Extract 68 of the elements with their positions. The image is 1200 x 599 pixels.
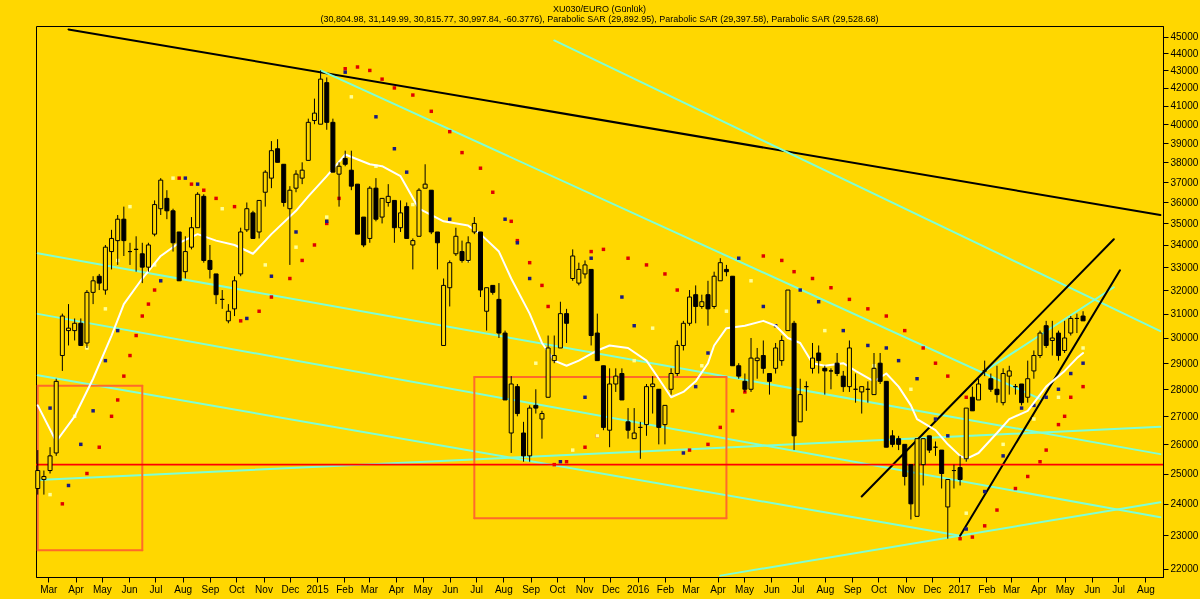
x-tick-label: Oct (871, 583, 887, 595)
x-tick-label: Jun (763, 583, 780, 595)
x-tick-label: Apr (388, 583, 406, 595)
x-tick-label: Jun (121, 583, 138, 595)
y-tick-label: 22000 (1170, 563, 1199, 575)
x-tick-label: Jul (470, 583, 483, 595)
y-tick-label: 38000 (1170, 156, 1199, 168)
x-tick-label: Aug (174, 583, 193, 595)
x-tick-label: Dec (923, 583, 942, 595)
x-tick-label: Feb (978, 583, 996, 595)
x-tick-label: Sep (843, 583, 862, 595)
x-tick-label: Jul (791, 583, 805, 595)
y-tick-label: 39000 (1170, 137, 1199, 149)
y-tick-label: 27000 (1170, 410, 1199, 422)
y-tick-label: 37000 (1170, 176, 1199, 188)
x-tick-label: Feb (336, 583, 354, 595)
y-tick-label: 24000 (1170, 498, 1199, 510)
x-tick-label: Jun (442, 583, 459, 595)
x-tick-label: Nov (897, 583, 916, 595)
x-tick-label: Jun (1084, 583, 1101, 595)
y-tick-label: 30000 (1170, 332, 1199, 344)
y-tick-label: 31000 (1170, 308, 1199, 320)
x-tick-label: 2015 (306, 583, 330, 595)
y-tick-label: 28000 (1170, 383, 1199, 395)
chart-title: XU030/EURO (Günlük) (552, 4, 647, 14)
x-tick-label: May (735, 583, 754, 595)
x-tick-label: 2017 (948, 583, 972, 595)
y-tick-label: 42000 (1170, 82, 1199, 94)
x-tick-label: Aug (1137, 583, 1155, 595)
x-tick-label: Sep (201, 583, 220, 595)
x-tick-label: Dec (281, 583, 300, 595)
y-tick-label: 33000 (1170, 261, 1199, 273)
x-tick-label: Mar (360, 583, 379, 595)
x-tick-label: Nov (575, 583, 594, 595)
y-tick-label: 32000 (1170, 284, 1199, 296)
y-tick-label: 43000 (1170, 64, 1199, 76)
x-tick-label: Apr (68, 583, 85, 595)
y-tick-label: 34000 (1170, 239, 1199, 251)
y-tick-label: 35000 (1170, 217, 1199, 229)
y-tick-label: 36000 (1170, 197, 1199, 208)
y-tick-label: 44000 (1170, 47, 1199, 59)
x-tick-label: Sep (522, 583, 541, 595)
chart-subtitle: (30,804.98, 31,149.99, 30,815.77, 30,997.84, -60.3776), Parabolic SAR (29,892.95), Parabolic SAR (29,397.58), Parabolic SAR (29,528.68) (320, 14, 879, 24)
x-tick-label: Mar (40, 583, 59, 595)
x-tick-label: Oct (229, 583, 245, 595)
x-tick-label: May (92, 583, 112, 595)
x-tick-label: Nov (255, 583, 273, 595)
x-tick-label: Mar (1002, 583, 1021, 595)
x-tick-label: Mar (682, 583, 701, 595)
x-tick-label: Oct (549, 583, 566, 595)
x-tick-label: Jul (149, 583, 163, 595)
y-tick-label: 41000 (1170, 100, 1199, 112)
x-tick-label: Aug (494, 583, 513, 595)
x-tick-label: May (413, 583, 433, 595)
y-tick-label: 25000 (1170, 468, 1199, 479)
x-tick-label: Feb (656, 583, 675, 595)
x-tick-label: Apr (1030, 583, 1048, 595)
x-tick-label: 2016 (627, 583, 650, 595)
y-tick-label: 23000 (1170, 529, 1199, 541)
y-tick-label: 29000 (1170, 357, 1199, 369)
y-tick-label: 45000 (1170, 31, 1199, 43)
x-tick-label: Dec (602, 583, 620, 595)
y-tick-label: 26000 (1170, 438, 1199, 450)
x-tick-label: Jul (1112, 583, 1126, 595)
x-tick-label: Apr (710, 583, 727, 595)
x-tick-label: Aug (816, 583, 835, 595)
x-tick-label: May (1055, 583, 1075, 595)
y-tick-label: 40000 (1170, 118, 1199, 130)
